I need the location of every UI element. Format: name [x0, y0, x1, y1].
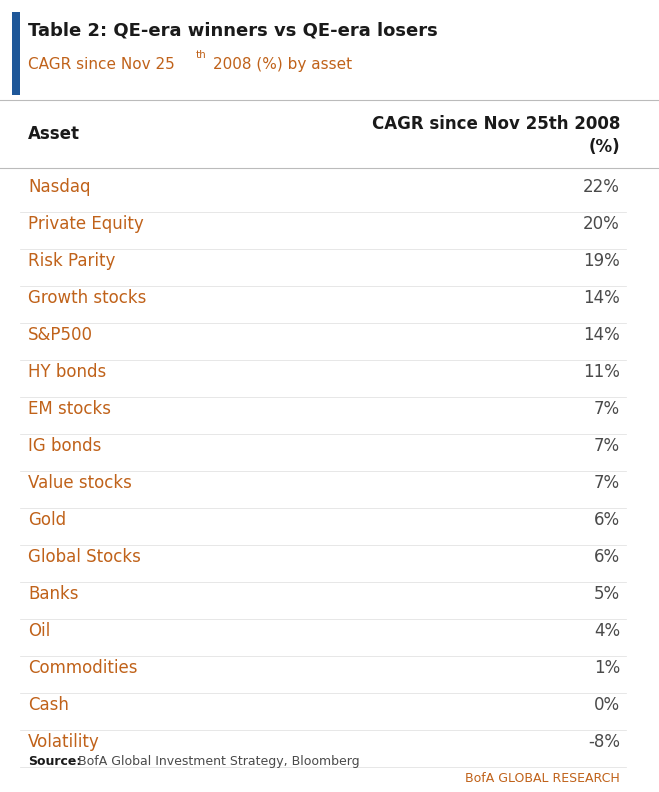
Text: 4%: 4% [594, 622, 620, 640]
Text: 19%: 19% [583, 252, 620, 270]
Text: Cash: Cash [28, 696, 69, 714]
Text: 14%: 14% [583, 326, 620, 344]
Text: 11%: 11% [583, 363, 620, 381]
Text: Asset: Asset [28, 125, 80, 143]
Text: Growth stocks: Growth stocks [28, 289, 146, 307]
Text: 22%: 22% [583, 178, 620, 196]
Text: HY bonds: HY bonds [28, 363, 106, 381]
Text: 0%: 0% [594, 696, 620, 714]
Text: Banks: Banks [28, 585, 78, 603]
Text: S&P500: S&P500 [28, 326, 93, 344]
Text: Gold: Gold [28, 511, 66, 529]
Text: Commodities: Commodities [28, 659, 138, 677]
Text: Volatility: Volatility [28, 733, 100, 751]
Text: Source:: Source: [28, 755, 81, 768]
Text: 5%: 5% [594, 585, 620, 603]
Text: Oil: Oil [28, 622, 50, 640]
Text: 1%: 1% [594, 659, 620, 677]
Text: 6%: 6% [594, 511, 620, 529]
Text: Private Equity: Private Equity [28, 215, 144, 233]
Text: IG bonds: IG bonds [28, 437, 101, 455]
Text: Global Stocks: Global Stocks [28, 548, 141, 566]
Text: th: th [196, 50, 207, 60]
Text: 7%: 7% [594, 474, 620, 492]
Text: CAGR since Nov 25: CAGR since Nov 25 [28, 57, 175, 72]
Text: 7%: 7% [594, 437, 620, 455]
Text: 14%: 14% [583, 289, 620, 307]
Text: BofA GLOBAL RESEARCH: BofA GLOBAL RESEARCH [465, 772, 620, 785]
Text: -8%: -8% [588, 733, 620, 751]
Text: Table 2: QE-era winners vs QE-era losers: Table 2: QE-era winners vs QE-era losers [28, 22, 438, 40]
Text: 6%: 6% [594, 548, 620, 566]
Bar [12, 12, 20, 95]
Text: 20%: 20% [583, 215, 620, 233]
Text: Nasdaq: Nasdaq [28, 178, 90, 196]
Text: Value stocks: Value stocks [28, 474, 132, 492]
Text: EM stocks: EM stocks [28, 400, 111, 418]
Text: (%): (%) [588, 138, 620, 156]
Text: CAGR since Nov 25th 2008: CAGR since Nov 25th 2008 [372, 115, 620, 133]
Text: 7%: 7% [594, 400, 620, 418]
Text: Risk Parity: Risk Parity [28, 252, 115, 270]
Text: BofA Global Investment Strategy, Bloomberg: BofA Global Investment Strategy, Bloombe… [78, 755, 360, 768]
Text: 2008 (%) by asset: 2008 (%) by asset [213, 57, 352, 72]
